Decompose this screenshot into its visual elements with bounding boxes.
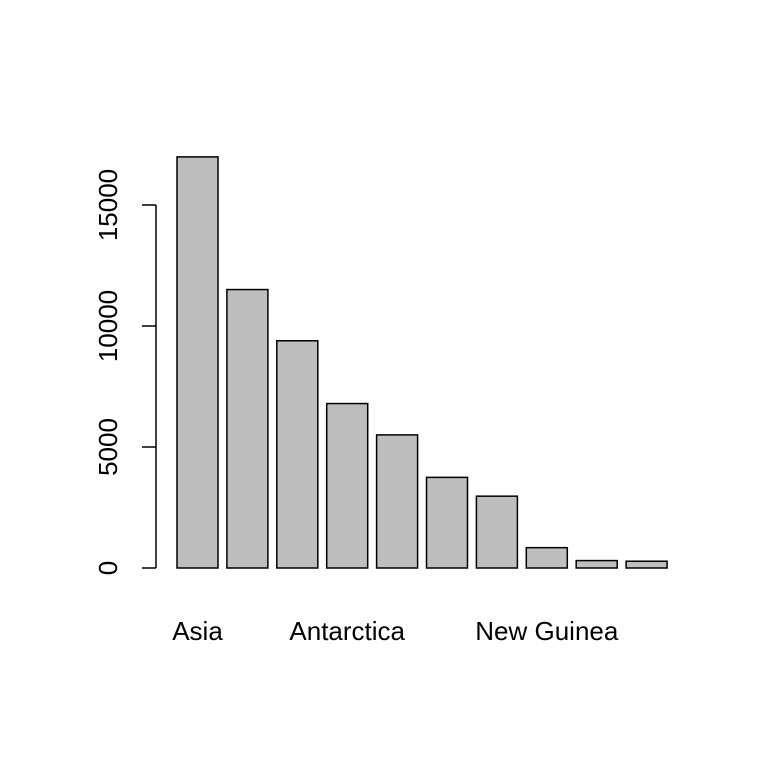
bar bbox=[325, 402, 369, 569]
x-category-label: New Guinea bbox=[475, 616, 619, 646]
bar bbox=[226, 288, 269, 569]
bars bbox=[176, 156, 668, 569]
bar bbox=[475, 495, 519, 569]
x-category-label: Asia bbox=[172, 616, 223, 646]
bar bbox=[375, 434, 419, 569]
y-tick-label: 0 bbox=[93, 561, 123, 575]
bar bbox=[525, 546, 569, 569]
bar bbox=[276, 340, 319, 569]
bar bbox=[176, 156, 219, 569]
bar bbox=[575, 559, 618, 569]
y-axis: 0 5000 10000 15000 bbox=[93, 169, 157, 575]
y-tick-label: 10000 bbox=[93, 290, 123, 362]
y-tick-label: 5000 bbox=[93, 418, 123, 476]
x-category-label: Antarctica bbox=[289, 616, 405, 646]
bar bbox=[625, 560, 668, 569]
bar bbox=[425, 476, 469, 569]
y-tick-label: 15000 bbox=[93, 169, 123, 241]
x-axis-labels: Asia Antarctica New Guinea bbox=[172, 616, 619, 646]
